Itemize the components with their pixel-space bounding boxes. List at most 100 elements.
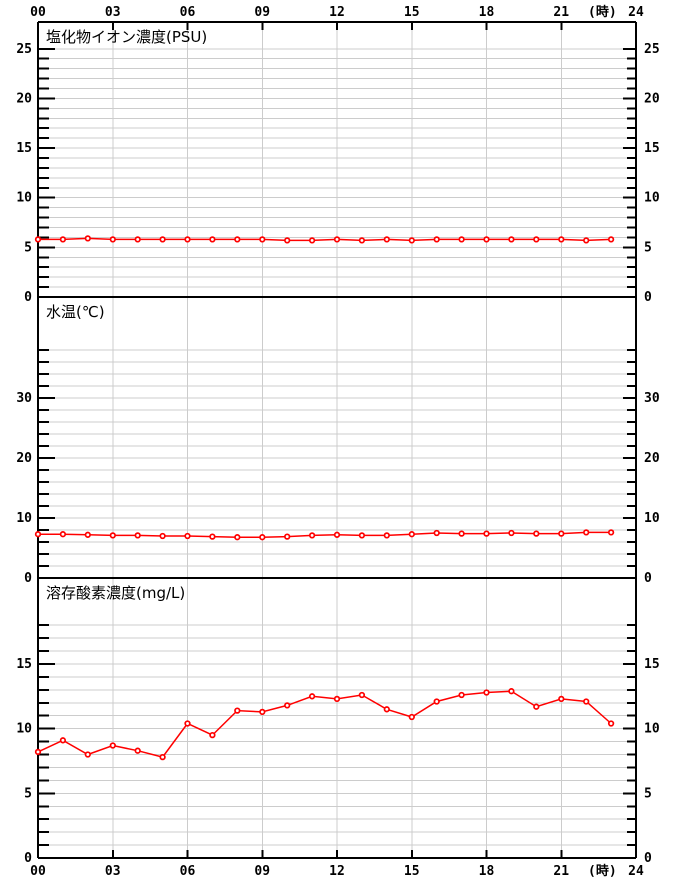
data-point <box>458 530 465 537</box>
data-point <box>383 706 390 713</box>
y-axis-label-left: 10 <box>16 722 32 737</box>
y-axis-label-left: 5 <box>24 786 32 801</box>
data-point <box>408 713 415 721</box>
data-point <box>159 532 166 540</box>
data-point <box>134 532 141 539</box>
data-point <box>209 533 216 540</box>
data-point <box>184 532 191 540</box>
x-axis-label-bottom: 24 <box>628 864 644 879</box>
data-point <box>234 534 241 541</box>
x-axis-label-bottom: 06 <box>180 864 196 879</box>
data-point <box>34 748 42 756</box>
data-point <box>134 236 141 243</box>
data-point <box>59 531 67 538</box>
data-point <box>234 236 241 243</box>
y-axis-label-right: 10 <box>644 191 660 206</box>
y-axis-label-right: 5 <box>644 786 652 801</box>
data-point <box>59 236 67 243</box>
y-axis-label-right: 0 <box>644 851 652 866</box>
data-point <box>408 237 415 244</box>
data-point <box>284 533 291 540</box>
data-point <box>159 753 166 761</box>
y-axis-label-left: 20 <box>16 451 32 466</box>
data-point <box>209 236 216 243</box>
x-axis-label-bottom: 15 <box>404 864 420 879</box>
x-axis-label-top: 06 <box>180 5 196 20</box>
data-point <box>109 236 116 243</box>
x-axis-label-bottom: 00 <box>30 864 46 879</box>
data-point <box>84 235 91 242</box>
panel-title: 水温(℃) <box>46 303 105 321</box>
data-point <box>259 708 266 716</box>
data-point <box>284 237 291 244</box>
data-point <box>508 236 515 243</box>
data-point <box>383 236 390 243</box>
data-point <box>308 532 316 539</box>
data-point <box>259 534 266 541</box>
y-axis-label-right: 20 <box>644 451 660 466</box>
data-point <box>358 532 366 539</box>
y-axis-label-left: 0 <box>24 571 32 586</box>
x-axis-label-bottom: 12 <box>329 864 345 879</box>
data-point <box>607 236 615 243</box>
y-axis-label-right: 0 <box>644 290 652 305</box>
x-axis-label-top: 00 <box>30 5 46 20</box>
data-point <box>259 236 266 243</box>
data-point <box>533 236 540 243</box>
x-axis-label-top: 21 <box>553 5 569 20</box>
data-point <box>234 707 241 714</box>
data-point <box>383 532 390 539</box>
y-axis-label-left: 0 <box>24 290 32 305</box>
y-axis-label-right: 20 <box>644 91 660 106</box>
y-axis-label-right: 5 <box>644 240 652 255</box>
data-point <box>209 731 216 739</box>
x-axis-label-top: 15 <box>404 5 420 20</box>
data-point <box>109 532 116 539</box>
data-point <box>408 531 415 538</box>
data-point <box>433 236 440 243</box>
data-point <box>483 689 490 696</box>
x-axis-label-bottom: 18 <box>479 864 495 879</box>
x-axis-unit-top: (時) <box>588 4 617 20</box>
data-point <box>34 531 42 538</box>
data-point <box>134 747 141 754</box>
x-axis-label-top: 09 <box>254 5 270 20</box>
x-axis-label-top: 24 <box>628 5 644 20</box>
y-axis-label-left: 15 <box>16 141 32 156</box>
data-point <box>84 751 91 758</box>
x-axis-label-bottom: 09 <box>254 864 270 879</box>
data-point <box>583 698 590 705</box>
x-axis-label-top: 18 <box>479 5 495 20</box>
panel-title: 塩化物イオン濃度(PSU) <box>46 28 207 46</box>
y-axis-label-left: 30 <box>16 391 32 406</box>
data-point <box>333 531 341 538</box>
data-point <box>433 698 440 705</box>
data-point <box>533 530 540 537</box>
data-point <box>308 693 316 700</box>
data-point <box>508 688 515 695</box>
data-point <box>308 237 316 244</box>
data-point <box>458 236 465 243</box>
y-axis-label-left: 0 <box>24 851 32 866</box>
data-point <box>508 529 515 537</box>
data-point <box>284 702 291 709</box>
data-point <box>558 695 565 703</box>
y-axis-label-right: 10 <box>644 511 660 526</box>
data-point <box>84 531 91 538</box>
data-point <box>483 530 490 537</box>
data-point <box>358 237 366 244</box>
data-point <box>34 236 42 243</box>
data-line <box>38 237 612 242</box>
data-line <box>38 531 612 538</box>
data-point <box>483 236 490 243</box>
y-axis-label-right: 10 <box>644 722 660 737</box>
data-point <box>558 530 565 537</box>
y-axis-label-left: 15 <box>16 657 32 672</box>
panel-title: 溶存酸素濃度(mg/L) <box>46 584 185 602</box>
data-point <box>433 529 440 537</box>
y-axis-label-right: 15 <box>644 657 660 672</box>
y-axis-label-left: 10 <box>16 191 32 206</box>
data-line <box>37 690 612 758</box>
